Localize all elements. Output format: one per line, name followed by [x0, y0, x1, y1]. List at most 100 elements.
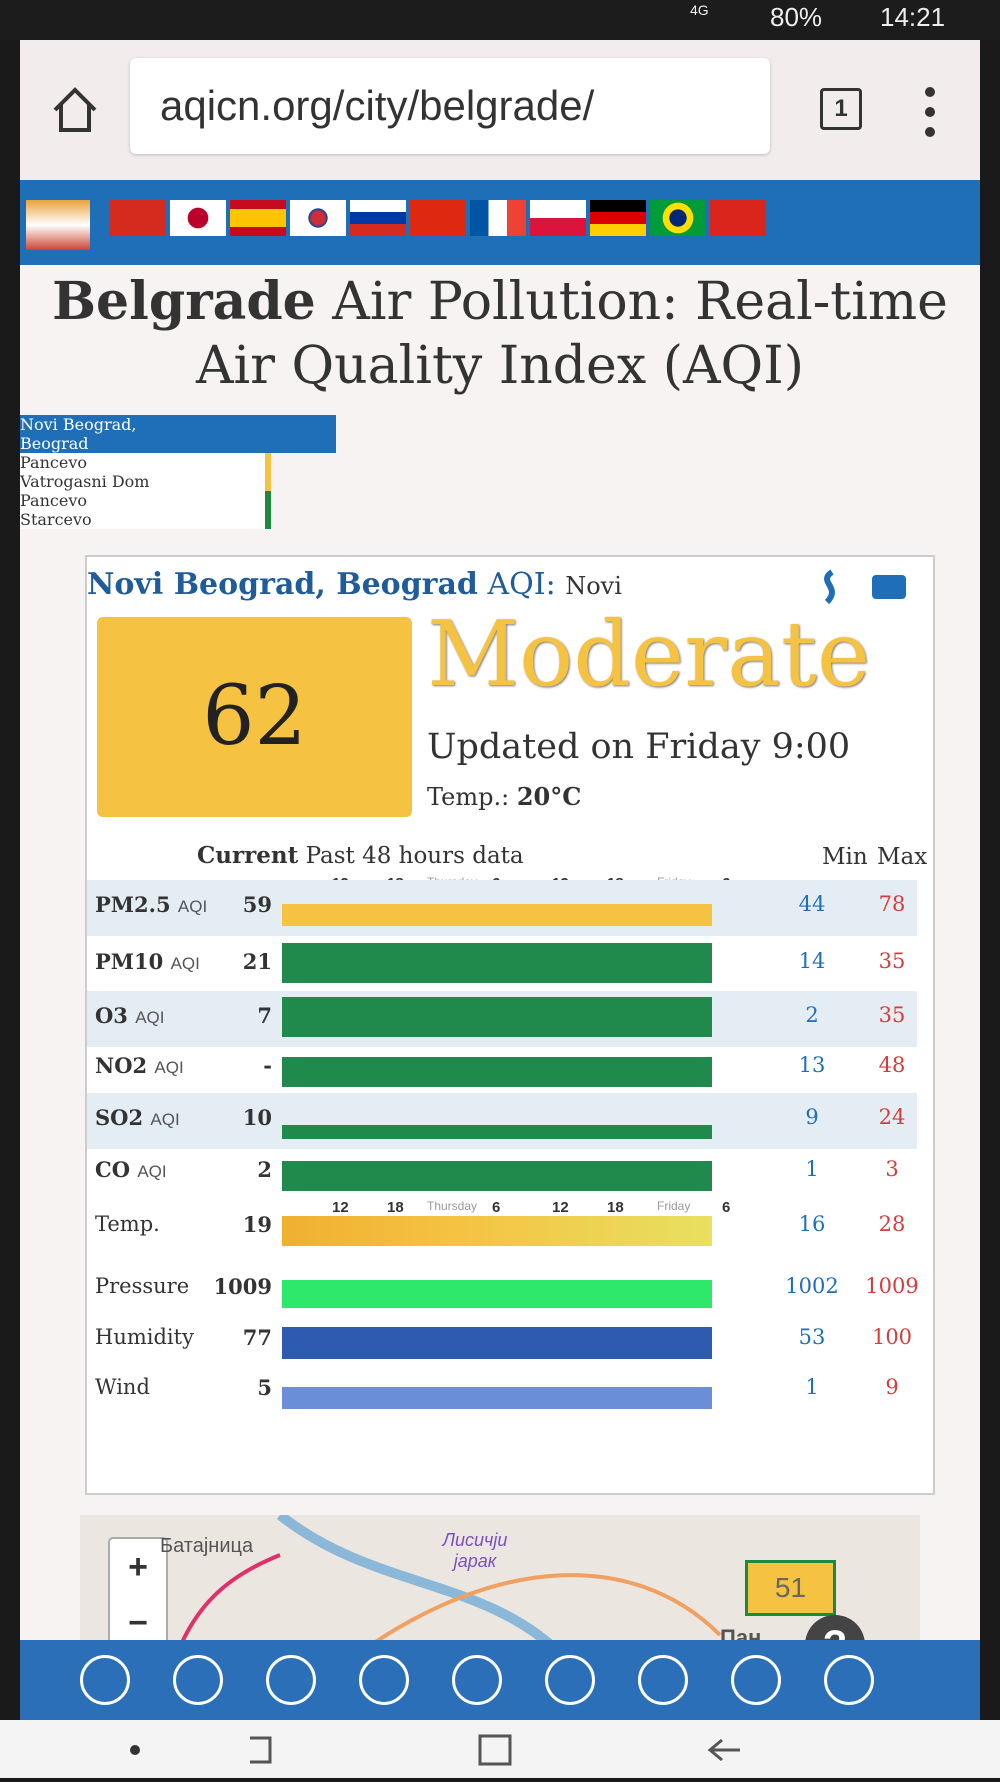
- pollutant: SO2: [95, 1105, 144, 1130]
- current-value: 7: [257, 1003, 272, 1028]
- battery: 80%: [770, 2, 823, 32]
- title-text: Air Pollution: Real-time Air Quality Ind…: [195, 272, 948, 396]
- flag[interactable]: [590, 200, 646, 236]
- card-heading: Novi Beograd, Beograd AQI: Novi: [87, 567, 622, 602]
- android-nav: [0, 1720, 1000, 1778]
- station-line: Novi Beograd,: [20, 415, 137, 434]
- nav-button[interactable]: [80, 1655, 130, 1705]
- aqi-label: AQI:: [487, 567, 556, 602]
- station-line: Pancevo: [20, 453, 87, 472]
- station-line: Starcevo: [20, 510, 92, 529]
- min-value: 44: [798, 892, 826, 916]
- nav-button[interactable]: [173, 1655, 223, 1705]
- pollutant: Temp.: [95, 1212, 160, 1236]
- aqi-card: Novi Beograd, Beograd AQI: Novi 62 Moder…: [85, 555, 935, 1495]
- sparkline[interactable]: [282, 1280, 712, 1308]
- max-value: 28: [878, 1212, 906, 1236]
- station-tab[interactable]: Pancevo Vatrogasni Dom: [20, 453, 271, 491]
- sparkline[interactable]: [282, 1216, 712, 1246]
- time-label: 6: [722, 1199, 731, 1216]
- time: 14:21: [880, 2, 946, 32]
- max-value: 3: [885, 1157, 899, 1181]
- flag[interactable]: [350, 200, 406, 236]
- unit: AQI: [177, 897, 208, 916]
- current-value: 21: [242, 949, 272, 974]
- page-title: Belgrade Air Pollution: Real-time Air Qu…: [20, 270, 980, 398]
- station-line: Beograd: [20, 434, 89, 453]
- min-value: 13: [798, 1053, 826, 1077]
- sparkline[interactable]: [282, 997, 712, 1037]
- sparkline[interactable]: [282, 904, 712, 926]
- zoom-controls: + −: [108, 1537, 168, 1653]
- flag[interactable]: [470, 200, 526, 236]
- row-stripe: [87, 1093, 917, 1149]
- sparkline[interactable]: [282, 1125, 712, 1139]
- flag[interactable]: [170, 200, 226, 236]
- sparkline[interactable]: [282, 1161, 712, 1191]
- sparkline[interactable]: [282, 1057, 712, 1087]
- pollutant: NO2: [95, 1053, 148, 1078]
- max-value: 1009: [865, 1274, 919, 1298]
- map-marker[interactable]: 51: [745, 1560, 836, 1616]
- nav-button[interactable]: [266, 1655, 316, 1705]
- flag[interactable]: [290, 200, 346, 236]
- row-name: Wind: [95, 1375, 150, 1399]
- zoom-out[interactable]: −: [128, 1604, 148, 1642]
- pollutant: Pressure: [95, 1274, 190, 1298]
- current-value: 19: [242, 1212, 272, 1237]
- current-value: -: [263, 1053, 272, 1078]
- url-field[interactable]: aqicn.org/city/belgrade/: [130, 58, 770, 154]
- current-value: 77: [242, 1325, 272, 1350]
- row-name: SO2 AQI: [95, 1105, 180, 1130]
- current-value: 2: [257, 1157, 272, 1182]
- pollutant: Humidity: [95, 1325, 194, 1349]
- unit: AQI: [154, 1058, 184, 1077]
- min-value: 53: [798, 1325, 826, 1349]
- row-name: Temp.: [95, 1212, 160, 1236]
- station-tab[interactable]: Pancevo Starcevo: [20, 491, 271, 529]
- flag[interactable]: [710, 200, 766, 236]
- flag[interactable]: [110, 200, 166, 236]
- unit: AQI: [135, 1008, 165, 1027]
- nav-button[interactable]: [731, 1655, 781, 1705]
- nav-button[interactable]: [824, 1655, 874, 1705]
- time-label: Friday: [657, 1199, 691, 1213]
- nav-button[interactable]: [638, 1655, 688, 1705]
- nav-button[interactable]: [359, 1655, 409, 1705]
- tab-count[interactable]: 1: [820, 88, 862, 130]
- station-tab[interactable]: Novi Beograd, Beograd: [20, 415, 336, 453]
- max-value: 35: [878, 949, 906, 973]
- pollutant: Wind: [95, 1375, 150, 1399]
- flag[interactable]: [650, 200, 706, 236]
- row-name: PM2.5 AQI: [95, 892, 207, 917]
- sparkline[interactable]: [282, 943, 712, 983]
- flag[interactable]: [26, 200, 90, 250]
- home-button[interactable]: [50, 85, 100, 135]
- menu-button[interactable]: [920, 82, 940, 142]
- min-value: 1002: [785, 1274, 839, 1298]
- sparkline[interactable]: [282, 1327, 712, 1359]
- flag[interactable]: [230, 200, 286, 236]
- nav-button[interactable]: [452, 1655, 502, 1705]
- temp-value: 20°C: [516, 782, 582, 811]
- flag[interactable]: [410, 200, 466, 236]
- current-value: 10: [242, 1105, 272, 1130]
- flag[interactable]: [530, 200, 586, 236]
- nav-button[interactable]: [545, 1655, 595, 1705]
- title-city: Belgrade: [52, 271, 316, 332]
- aqi-value: 62: [97, 617, 412, 817]
- max-value: 35: [878, 1003, 906, 1027]
- screen: aqicn.org/city/belgrade/ 1 Belgrade Air …: [20, 40, 980, 1720]
- sparkline[interactable]: [282, 1387, 712, 1409]
- table-header: Current Past 48 hours data: [197, 842, 524, 869]
- browser-bar: aqicn.org/city/belgrade/ 1: [20, 40, 980, 180]
- station-tabs: Novi Beograd, Beograd Pancevo Vatrogasni Do…: [20, 415, 980, 529]
- unit: AQI: [170, 954, 200, 973]
- time-label: Thursday: [427, 1199, 478, 1213]
- bottom-nav: [20, 1640, 980, 1720]
- current-value: 59: [242, 892, 272, 917]
- map-place: Батајница: [160, 1535, 254, 1557]
- updated: Updated on Friday 9:00: [427, 727, 851, 767]
- zoom-in[interactable]: +: [128, 1548, 148, 1586]
- card-icons[interactable]: [812, 567, 912, 607]
